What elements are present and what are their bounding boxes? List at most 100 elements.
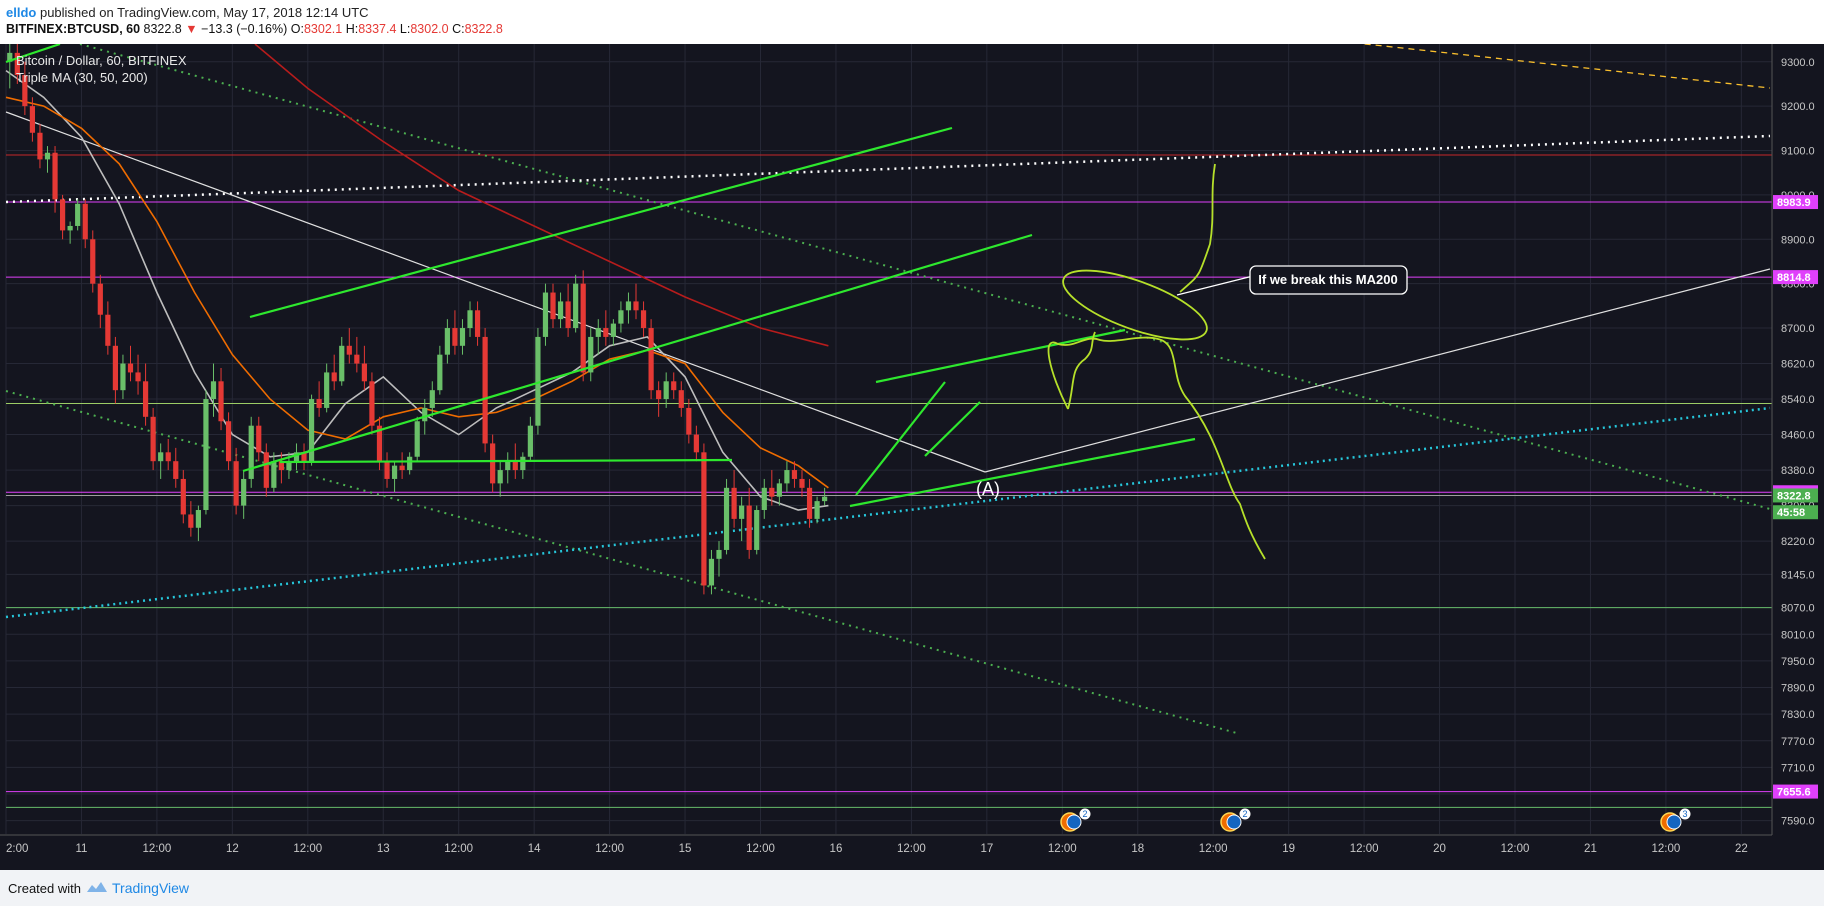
price-tick-label: 9300.0	[1781, 57, 1815, 69]
candle-body	[429, 390, 435, 408]
price-tick-label: 8540.0	[1781, 394, 1815, 406]
price-label-badge	[1773, 505, 1818, 520]
candle-body	[67, 225, 73, 231]
event-count-text: 3	[1682, 809, 1687, 819]
candle-body	[769, 487, 775, 497]
candle-body	[271, 461, 277, 488]
time-tick-label: 12:00	[897, 843, 926, 855]
candle-body	[814, 501, 820, 519]
candle-body	[693, 434, 699, 453]
candle-body	[210, 381, 217, 400]
candle-body	[625, 301, 632, 311]
price-label-text: 8322.8	[1777, 490, 1811, 502]
candle-body	[293, 452, 300, 462]
trendline-cyan-dotted	[5, 406, 1771, 619]
channel-line-2	[242, 233, 1033, 473]
price-tick-label: 8380.0	[1781, 465, 1815, 477]
candles	[7, 44, 828, 595]
candle-body	[754, 510, 760, 550]
chart-legend: Bitcoin / Dollar, 60, BITFINEX Triple MA…	[16, 52, 187, 86]
candle-body	[188, 514, 194, 528]
time-tick-label: 12:00	[1199, 843, 1228, 855]
candle-body	[354, 354, 360, 364]
time-tick-label: 12:00	[143, 843, 172, 855]
trendline-green-dotted-upper	[79, 44, 1771, 510]
us-flag-icon	[1226, 814, 1242, 830]
ma-line-ma30	[5, 69, 829, 511]
candle-body	[346, 345, 352, 355]
event-count-badge	[1679, 808, 1691, 820]
candle-body	[361, 363, 367, 382]
candle-body	[610, 323, 616, 337]
price-axis[interactable]: 9300.09200.09100.09000.08900.08800.08700…	[1771, 44, 1824, 870]
candle-body	[150, 416, 156, 462]
ma-line-ma200	[254, 44, 829, 347]
candle-body	[723, 487, 730, 550]
price-axis-bg	[1772, 44, 1824, 870]
candle-body	[195, 510, 201, 528]
candle-body	[535, 336, 541, 426]
candle-body	[791, 470, 798, 479]
candle-body	[618, 310, 624, 324]
channel-line-5	[875, 328, 1126, 384]
candle-body	[90, 239, 96, 284]
candle-body	[603, 328, 609, 337]
price-tick-label: 8220.0	[1781, 536, 1815, 548]
candle-body	[452, 328, 458, 346]
candle-body	[180, 478, 186, 515]
last-price: 8322.8	[143, 22, 182, 36]
price-change: −13.3 (−0.16%)	[201, 22, 288, 36]
author-name[interactable]: elldo	[6, 5, 37, 20]
event-badges[interactable]: 2 2 3	[1060, 808, 1691, 832]
price-tick-label: 9100.0	[1781, 146, 1815, 158]
candle-body	[241, 478, 247, 506]
price-tick-label: 7890.0	[1781, 683, 1815, 695]
channel-line-1	[249, 126, 953, 319]
candle-body	[731, 487, 737, 519]
time-tick-label: 22	[1735, 843, 1748, 855]
close-label: C:	[452, 22, 465, 36]
candle-body	[82, 203, 88, 240]
candle-body	[263, 452, 269, 488]
callout-box[interactable]	[1249, 265, 1408, 295]
candle-body	[14, 52, 20, 76]
price-label-badge	[1773, 270, 1818, 285]
time-axis[interactable]: 2:00 11 12:00 12 12:00 13 12:00 14 12:00 15 12:00 1…	[0, 834, 1824, 870]
candle-body	[112, 345, 119, 391]
high-value: 8337.4	[358, 22, 397, 36]
time-tick-label: 12:00	[1350, 843, 1379, 855]
publish-info: elldo published on TradingView.com, May …	[6, 5, 369, 20]
channel-line-8	[924, 401, 981, 457]
candle-body	[233, 461, 239, 506]
channel-drawings	[5, 44, 1266, 560]
indicator-title[interactable]: Triple MA (30, 50, 200)	[16, 70, 148, 85]
price-tick-label: 8700.0	[1781, 323, 1815, 335]
price-tick-label: 8145.0	[1781, 569, 1815, 581]
price-tick-label: 8460.0	[1781, 430, 1815, 442]
published-text: published on TradingView.com, May 17, 20…	[39, 5, 369, 20]
candle-body	[557, 301, 564, 320]
candle-body	[75, 203, 81, 226]
ma-line-ma50	[5, 96, 829, 489]
candle-body	[399, 465, 405, 471]
open-value: 8302.1	[303, 22, 343, 36]
time-tick-label: 17	[980, 843, 993, 855]
candle-body	[44, 152, 51, 160]
candle-body	[422, 407, 428, 422]
candle-body	[391, 465, 398, 479]
trendline-green-dotted-lower	[5, 390, 1241, 735]
price-label-badge	[1773, 784, 1818, 799]
trendline-white-dotted	[5, 134, 1771, 204]
candle-body	[716, 549, 722, 559]
candle-body	[437, 354, 443, 391]
tradingview-brand-link[interactable]: TradingView	[112, 880, 190, 896]
symbol-ohlc-line: BITFINEX:BTCUSD, 60 8322.8 ▼ −13.3 (−0.1…	[6, 22, 503, 36]
time-tick-label: 21	[1584, 843, 1597, 855]
time-tick-label: 12	[226, 843, 239, 855]
channel-line-4	[5, 44, 61, 64]
series-title[interactable]: Bitcoin / Dollar, 60, BITFINEX	[16, 53, 187, 68]
candle-body	[407, 456, 413, 471]
candle-body	[105, 314, 111, 346]
